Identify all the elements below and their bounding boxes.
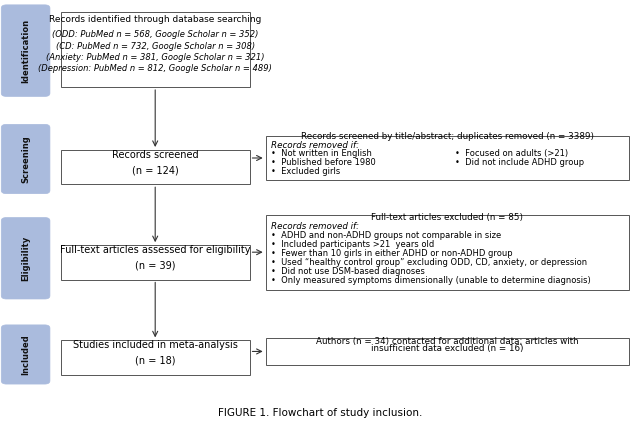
Text: Records removed if:: Records removed if:	[271, 141, 359, 150]
Text: Studies included in meta-analysis: Studies included in meta-analysis	[73, 341, 237, 350]
Text: •  Used “healthy control group” excluding ODD, CD, anxiety, or depression: • Used “healthy control group” excluding…	[271, 258, 587, 267]
Text: •  ADHD and non-ADHD groups not comparable in size: • ADHD and non-ADHD groups not comparabl…	[271, 231, 501, 240]
Text: Identification: Identification	[21, 19, 30, 83]
Text: Records screened: Records screened	[112, 150, 198, 160]
Text: •  Excluded girls: • Excluded girls	[271, 167, 340, 176]
FancyBboxPatch shape	[61, 12, 250, 87]
Text: Full-text articles assessed for eligibility: Full-text articles assessed for eligibil…	[60, 245, 250, 255]
Text: (n = 124): (n = 124)	[132, 165, 179, 176]
Text: (Depression: PubMed n = 812, Google Scholar n = 489): (Depression: PubMed n = 812, Google Scho…	[38, 64, 272, 73]
Text: •  Not written in English: • Not written in English	[271, 149, 372, 158]
Text: (n = 39): (n = 39)	[135, 261, 175, 271]
FancyBboxPatch shape	[1, 5, 50, 96]
FancyBboxPatch shape	[1, 218, 50, 299]
FancyBboxPatch shape	[1, 124, 50, 194]
Text: Full-text articles excluded (n = 85): Full-text articles excluded (n = 85)	[371, 213, 524, 222]
Text: •  Focused on adults (>21): • Focused on adults (>21)	[454, 149, 568, 158]
FancyBboxPatch shape	[61, 150, 250, 184]
Text: Screening: Screening	[21, 135, 30, 183]
Text: (ODD: PubMed n = 568, Google Scholar n = 352): (ODD: PubMed n = 568, Google Scholar n =…	[52, 30, 259, 39]
Text: •  Did not use DSM-based diagnoses: • Did not use DSM-based diagnoses	[271, 267, 424, 276]
Text: •  Did not include ADHD group: • Did not include ADHD group	[454, 158, 584, 167]
FancyBboxPatch shape	[61, 245, 250, 279]
FancyBboxPatch shape	[266, 338, 629, 365]
Text: insufficient data excluded (n = 16): insufficient data excluded (n = 16)	[371, 344, 524, 353]
FancyBboxPatch shape	[61, 340, 250, 375]
Text: •  Included participants >21  years old: • Included participants >21 years old	[271, 240, 434, 249]
FancyBboxPatch shape	[266, 215, 629, 289]
Text: (Anxiety: PubMed n = 381, Google Scholar n = 321): (Anxiety: PubMed n = 381, Google Scholar…	[46, 53, 264, 62]
Text: Records identified through database searching: Records identified through database sear…	[49, 15, 261, 24]
Text: •  Published before 1980: • Published before 1980	[271, 158, 376, 167]
Text: Authors (n = 34) contacted for additional data; articles with: Authors (n = 34) contacted for additiona…	[316, 337, 579, 346]
FancyBboxPatch shape	[1, 325, 50, 384]
Text: Included: Included	[21, 334, 30, 375]
Text: Eligibility: Eligibility	[21, 235, 30, 281]
Text: Records removed if:: Records removed if:	[271, 222, 359, 231]
Text: •  Only measured symptoms dimensionally (unable to determine diagnosis): • Only measured symptoms dimensionally (…	[271, 276, 591, 285]
Text: Records screened by title/abstract; duplicates removed (n = 3389): Records screened by title/abstract; dupl…	[301, 133, 594, 141]
Text: (CD: PubMed n = 732, Google Scholar n = 308): (CD: PubMed n = 732, Google Scholar n = …	[56, 42, 255, 51]
FancyBboxPatch shape	[266, 136, 629, 180]
Text: FIGURE 1. Flowchart of study inclusion.: FIGURE 1. Flowchart of study inclusion.	[218, 408, 422, 418]
Text: •  Fewer than 10 girls in either ADHD or non-ADHD group: • Fewer than 10 girls in either ADHD or …	[271, 249, 513, 258]
Text: (n = 18): (n = 18)	[135, 356, 175, 366]
